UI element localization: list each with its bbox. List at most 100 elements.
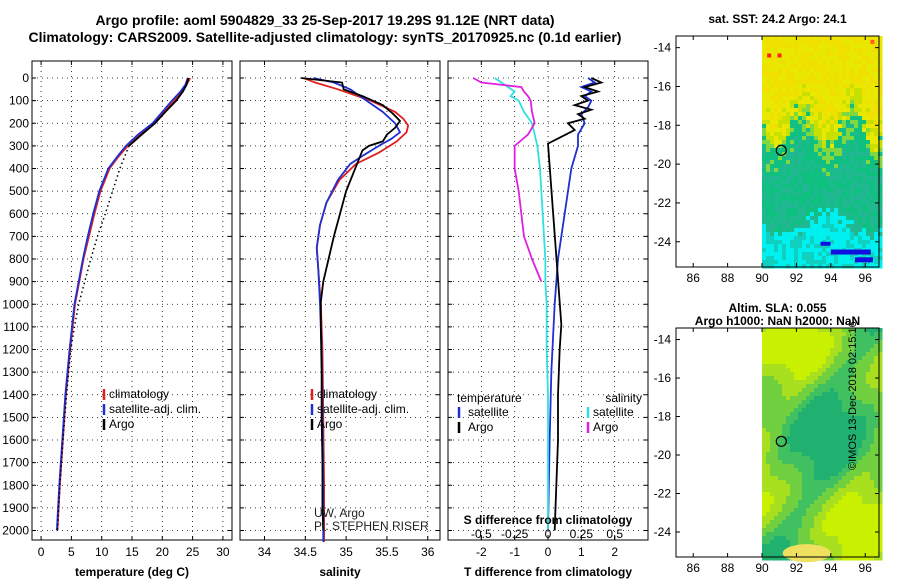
map-cell (862, 392, 867, 397)
map-cell (762, 136, 767, 141)
map-cell (878, 360, 883, 365)
map-cell (818, 348, 823, 353)
map-cell (794, 496, 799, 501)
map-cell (810, 400, 815, 405)
map-cell (794, 220, 799, 225)
map-cell (862, 128, 867, 133)
map-cell (870, 244, 875, 249)
map-cell (782, 80, 787, 85)
map-cell (834, 60, 839, 65)
map-cell (794, 400, 799, 405)
map-frame (675, 35, 880, 268)
map-cell (838, 496, 843, 501)
map-cell (794, 412, 799, 417)
map-cell (862, 76, 867, 81)
map-cell (802, 120, 807, 125)
map-cell (766, 236, 771, 241)
map-cell (778, 552, 783, 557)
map-cell (826, 252, 831, 257)
map-cell (790, 340, 795, 345)
map-cell (826, 476, 831, 481)
map-cell (814, 380, 819, 385)
map-cell (842, 108, 847, 113)
map-cell (822, 536, 827, 541)
map-cell (834, 184, 839, 189)
map-cell (854, 336, 859, 341)
map-cell (778, 404, 783, 409)
map-cell (830, 456, 835, 461)
map-cell (866, 76, 871, 81)
map-cell (842, 464, 847, 469)
map-cell (878, 404, 883, 409)
map-cell (862, 408, 867, 413)
map-cell (806, 148, 811, 153)
map-cell (838, 212, 843, 217)
map-cell (818, 472, 823, 477)
map-cell (854, 484, 859, 489)
map-cell (842, 548, 847, 553)
map-cell (838, 156, 843, 161)
map-cell (842, 392, 847, 397)
map-cell (826, 432, 831, 437)
map-cell (766, 508, 771, 513)
map-cell (802, 408, 807, 413)
map-cell (762, 508, 767, 513)
map-cell (834, 172, 839, 177)
map-cell (826, 356, 831, 361)
map-cell (818, 416, 823, 421)
map-cell (834, 80, 839, 85)
map-cell (798, 352, 803, 357)
map-cell (870, 224, 875, 229)
map-cell (846, 40, 851, 45)
map-cell (846, 556, 851, 561)
map-cell (814, 208, 819, 213)
map-cell (874, 552, 879, 557)
map-cell (834, 380, 839, 385)
map-cell (878, 256, 883, 261)
map-cell (810, 108, 815, 113)
map-cell (842, 444, 847, 449)
map-cell (822, 128, 827, 133)
map-cell (834, 116, 839, 121)
map-cell (866, 348, 871, 353)
map-cell (798, 500, 803, 505)
map-cell (874, 512, 879, 517)
map-cell (846, 76, 851, 81)
map-cell (802, 368, 807, 373)
legend-label: Argo (593, 420, 619, 434)
map-cell (794, 88, 799, 93)
map-cell (786, 264, 791, 269)
map-cell (854, 340, 859, 345)
map-cell (850, 212, 855, 217)
map-cell (810, 244, 815, 249)
map-cell (826, 412, 831, 417)
map-cell (838, 112, 843, 117)
map-cell (806, 344, 811, 349)
map-cell (854, 416, 859, 421)
map-cell (818, 484, 823, 489)
map-cell (786, 360, 791, 365)
map-cell (862, 484, 867, 489)
map-cell (858, 148, 863, 153)
map-cell (798, 340, 803, 345)
map-cell (762, 64, 767, 69)
map-cell (790, 164, 795, 169)
map-cell (878, 444, 883, 449)
map-cell (782, 344, 787, 349)
map-cell (814, 228, 819, 233)
map-cell (854, 224, 859, 229)
map-cell (802, 40, 807, 45)
map-cell (774, 496, 779, 501)
map-cell (846, 180, 851, 185)
map-cell (870, 444, 875, 449)
map-cell (862, 384, 867, 389)
map-cell (798, 64, 803, 69)
map-cell (870, 520, 875, 525)
map-cell (838, 484, 843, 489)
map-cell (810, 184, 815, 189)
map-cell (878, 48, 883, 53)
map-cell (838, 540, 843, 545)
map-cell (870, 384, 875, 389)
map-cell (858, 496, 863, 501)
map-cell (866, 44, 871, 49)
